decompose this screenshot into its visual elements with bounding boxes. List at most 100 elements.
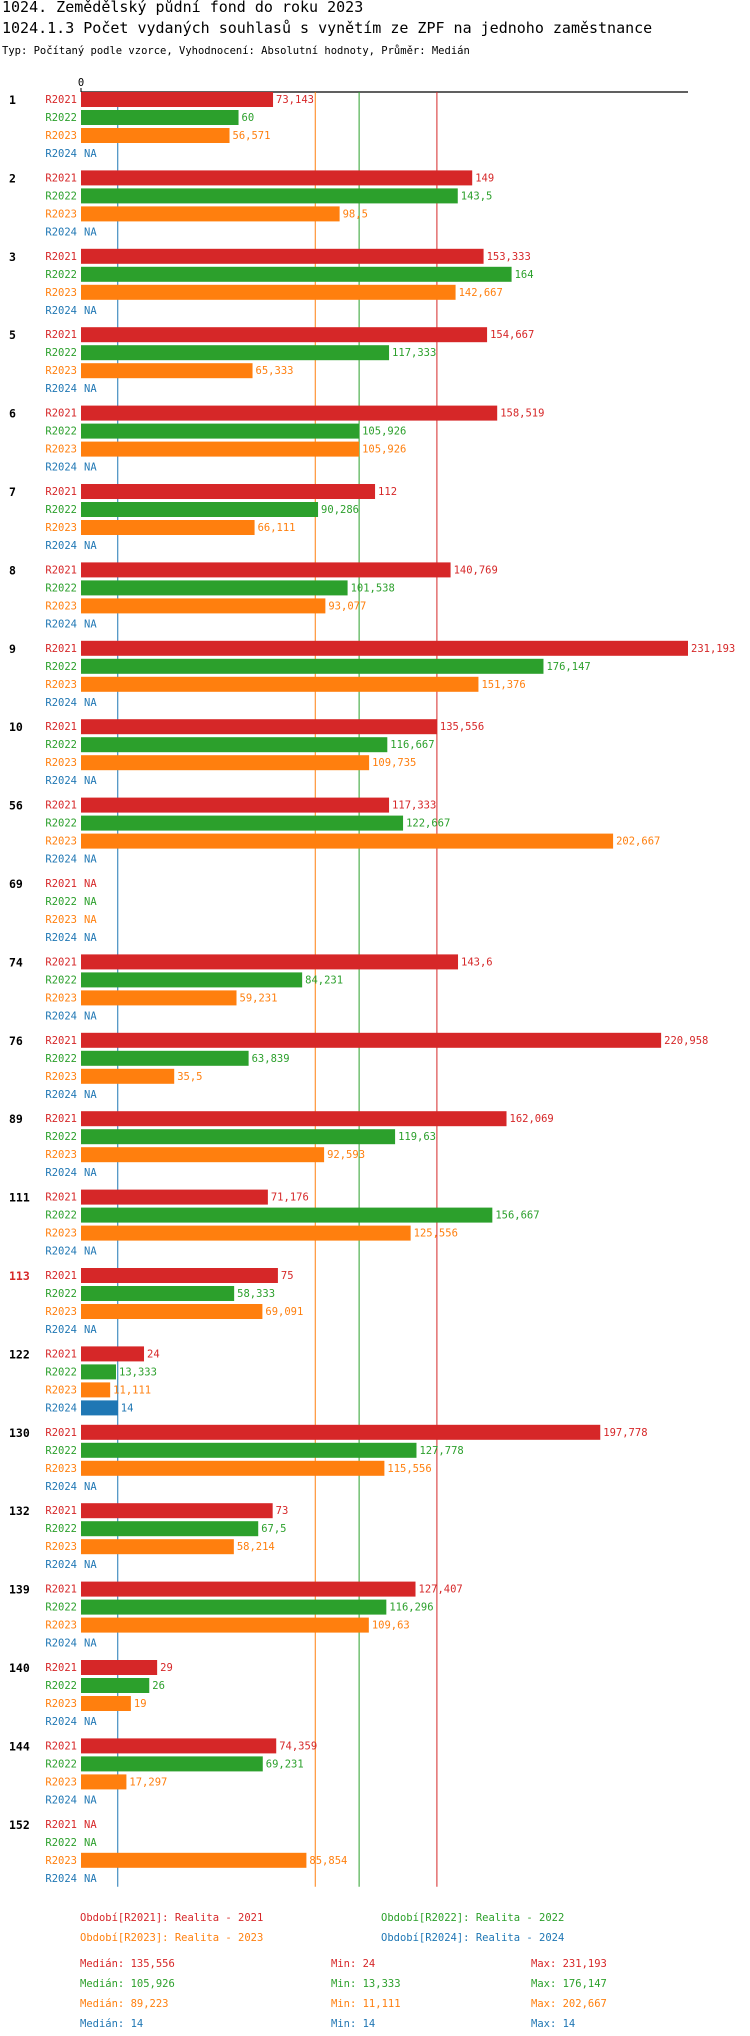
legend: Období[R2021]: Realita - 2021 Období[R202… [80,1912,564,1944]
series-row-label: R2021 [45,329,77,341]
series-row-label: R2023 [45,679,77,691]
data-label: NA [84,1716,97,1728]
series-row-label: R2023 [45,600,77,612]
series-row-label: R2023 [45,1463,77,1475]
series-row-label: R2021 [45,1035,77,1047]
data-label: 66,111 [258,522,296,534]
series-row-label: R2022 [45,1445,77,1457]
bar-r2023 [81,284,456,300]
data-label: 149 [475,172,494,184]
bar-r2021 [81,1189,268,1205]
bar-r2021 [81,1346,145,1362]
series-row-label: R2021 [45,408,77,420]
data-label: 73 [276,1505,289,1517]
series-row-label: R2021 [45,1270,77,1282]
series-row-label: R2024 [45,540,77,552]
series-row-label: R2023 [45,1149,77,1161]
bar-r2022 [81,1129,396,1145]
group-label: 56 [9,799,23,813]
bar-r2022 [81,658,544,674]
data-label: 119,63 [398,1131,436,1143]
series-row-label: R2021 [45,1662,77,1674]
bar-r2021 [81,1032,662,1048]
data-label: 176,147 [546,661,590,673]
data-label: 84,231 [305,974,343,986]
series-row-label: R2024 [45,226,77,238]
stat-median: Medián: 89,223 [80,1998,169,2010]
series-row-label: R2023 [45,1541,77,1553]
series-row-label: R2024 [45,1324,77,1336]
data-label: NA [84,878,97,890]
data-label: 26 [152,1680,165,1692]
bar-r2022 [81,580,348,596]
group-label: 2 [9,171,16,185]
series-row-label: R2023 [45,130,77,142]
group-label: 6 [9,407,16,421]
series-row-label: R2023 [45,836,77,848]
series-row-label: R2022 [45,582,77,594]
group-label: 1 [9,93,16,107]
data-label: 116,667 [390,739,434,751]
series-row-label: R2023 [45,522,77,534]
bar-r2023 [81,1068,175,1084]
bar-r2021 [81,170,473,186]
series-row-label: R2023 [45,287,77,299]
series-row-label: R2021 [45,1505,77,1517]
series-row-label: R2022 [45,818,77,830]
data-label: NA [84,148,97,160]
data-label: 13,333 [119,1366,157,1378]
group-label: 74 [9,955,23,969]
series-row-label: R2022 [45,661,77,673]
bar-r2021 [81,562,451,578]
series-row-label: R2024 [45,1794,77,1806]
series-row-label: R2023 [45,1855,77,1867]
bar-r2023 [81,676,479,692]
series-row-label: R2021 [45,800,77,812]
bar-r2022 [81,345,390,361]
stats-table: Medián: 135,556 Min: 24 Max: 231,193 Medián… [80,1958,607,2030]
data-label: 109,63 [372,1620,410,1632]
data-label: 135,556 [440,721,484,733]
series-row-label: R2023 [45,757,77,769]
bar-r2021 [81,484,376,499]
series-row-label: R2022 [45,739,77,751]
data-label: NA [84,854,97,866]
data-label: 60 [242,112,255,124]
bar-r2022 [81,737,388,753]
data-label: NA [84,1873,97,1885]
bar-r2023 [81,1460,385,1476]
data-label: 74,359 [279,1740,317,1752]
group-label: 7 [9,485,16,499]
series-row-label: R2023 [45,1776,77,1788]
data-label: 220,958 [664,1035,708,1047]
series-row-label: R2024 [45,1481,77,1493]
data-label: 153,333 [487,251,531,263]
bar-r2023 [81,441,360,457]
series-row-label: R2021 [45,1740,77,1752]
data-label: NA [84,1167,97,1179]
bar-r2022 [81,815,404,831]
data-label: 24 [147,1348,160,1360]
data-label: 58,214 [237,1541,275,1553]
series-row-label: R2022 [45,190,77,202]
series-row-label: R2021 [45,486,77,498]
group-label: 122 [9,1347,30,1361]
group-label: 144 [9,1739,30,1753]
data-label: 71,176 [271,1192,309,1204]
bar-r2021 [81,248,484,264]
series-row-label: R2024 [45,1402,77,1414]
group-label: 140 [9,1661,30,1675]
group-label: 9 [9,642,16,656]
series-row-label: R2022 [45,1680,77,1692]
bar-r2024 [81,1400,118,1416]
bar-r2023 [81,1774,127,1790]
series-row-label: R2021 [45,1427,77,1439]
data-label: 164 [515,269,534,281]
series-row-label: R2023 [45,1228,77,1240]
stat-min: Min: 13,333 [331,1978,401,1990]
legend-item-r2021: Období[R2021]: Realita - 2021 [80,1912,263,1924]
series-row-label: R2022 [45,1131,77,1143]
data-label: NA [84,305,97,317]
bar-r2021 [81,954,459,970]
group-label: 5 [9,328,16,342]
